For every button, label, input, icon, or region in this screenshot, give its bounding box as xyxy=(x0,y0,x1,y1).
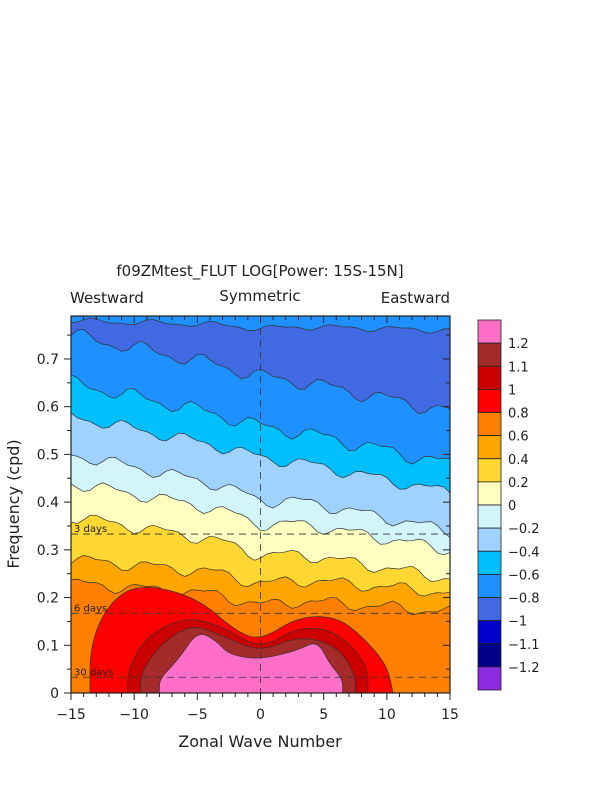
y-tick-label: 0 xyxy=(50,686,59,702)
colorbar-swatch xyxy=(477,365,502,390)
colorbar-label: 0.8 xyxy=(508,407,529,422)
contour-plot: 3 days 6 days 30 days xyxy=(71,316,450,693)
colorbar-label: 0.6 xyxy=(508,430,529,445)
colorbar-swatch xyxy=(477,573,502,598)
x-tick-label: −10 xyxy=(119,707,149,723)
colorbar-label: −0.8 xyxy=(508,592,540,607)
x-tick-label: 10 xyxy=(378,707,396,723)
colorbar-swatch xyxy=(477,342,502,367)
y-tick-label: 0.1 xyxy=(37,638,59,654)
colorbar-swatch xyxy=(477,527,502,552)
colorbar-label: 0.4 xyxy=(508,453,529,468)
contour-layer xyxy=(71,316,450,693)
colorbar-swatch xyxy=(477,597,502,622)
subtitle-westward: Westward xyxy=(70,289,144,307)
colorbar-swatch xyxy=(477,620,502,645)
period-label: 6 days xyxy=(74,603,107,614)
colorbar-label: −1.2 xyxy=(508,661,540,676)
y-axis-label: Frequency (cpd) xyxy=(4,439,23,568)
x-tick-label: 0 xyxy=(256,707,265,723)
colorbar-swatch xyxy=(477,481,502,506)
colorbar-label: −0.2 xyxy=(508,522,540,537)
y-tick-label: 0.7 xyxy=(37,352,59,368)
colorbar-label: 0 xyxy=(508,499,516,514)
contour-blob xyxy=(159,634,343,693)
colorbar-label: −1.1 xyxy=(508,638,540,653)
x-tick-label: 5 xyxy=(319,707,328,723)
colorbar-swatch xyxy=(477,643,502,668)
colorbar-swatch xyxy=(477,458,502,483)
colorbar: 1.2 1.1 1 0.8 0.6 0.4 0.2 0 −0.2 −0.4 −0.6 −0.8 −1 −1… xyxy=(477,319,540,691)
colorbar-label: 0.2 xyxy=(508,476,529,491)
subtitle-symmetric: Symmetric xyxy=(219,287,300,305)
x-tick-label: −5 xyxy=(187,707,208,723)
x-tick-label: −15 xyxy=(56,707,86,723)
colorbar-label: 1.2 xyxy=(508,337,529,352)
y-tick-label: 0.2 xyxy=(37,591,59,607)
axes: −15 −10 −5 0 5 10 15 0 0.1 0.2 0.3 0.4 0.5 0.6 0.7 xyxy=(37,315,459,723)
colorbar-label: −1 xyxy=(508,615,527,630)
colorbar-swatch xyxy=(477,550,502,575)
colorbar-swatch xyxy=(477,504,502,529)
colorbar-label: −0.4 xyxy=(508,545,540,560)
x-axis-label: Zonal Wave Number xyxy=(178,732,342,751)
period-label: 30 days xyxy=(74,667,114,678)
colorbar-swatch xyxy=(477,666,502,691)
colorbar-swatch xyxy=(477,388,502,413)
colorbar-swatch xyxy=(477,412,502,437)
period-label: 3 days xyxy=(74,524,107,535)
colorbar-swatch xyxy=(477,319,502,344)
y-tick-label: 0.5 xyxy=(37,447,59,463)
colorbar-label: 1 xyxy=(508,383,516,398)
colorbar-label: 1.1 xyxy=(508,360,529,375)
y-tick-label: 0.6 xyxy=(37,400,59,416)
y-tick-label: 0.3 xyxy=(37,543,59,559)
colorbar-swatch xyxy=(477,435,502,460)
y-tick-label: 0.4 xyxy=(37,495,59,511)
colorbar-label: −0.6 xyxy=(508,568,540,583)
chart-title: f09ZMtest_FLUT LOG[Power: 15S-15N] xyxy=(116,262,403,281)
x-tick-label: 15 xyxy=(441,707,459,723)
subtitle-eastward: Eastward xyxy=(381,289,450,307)
